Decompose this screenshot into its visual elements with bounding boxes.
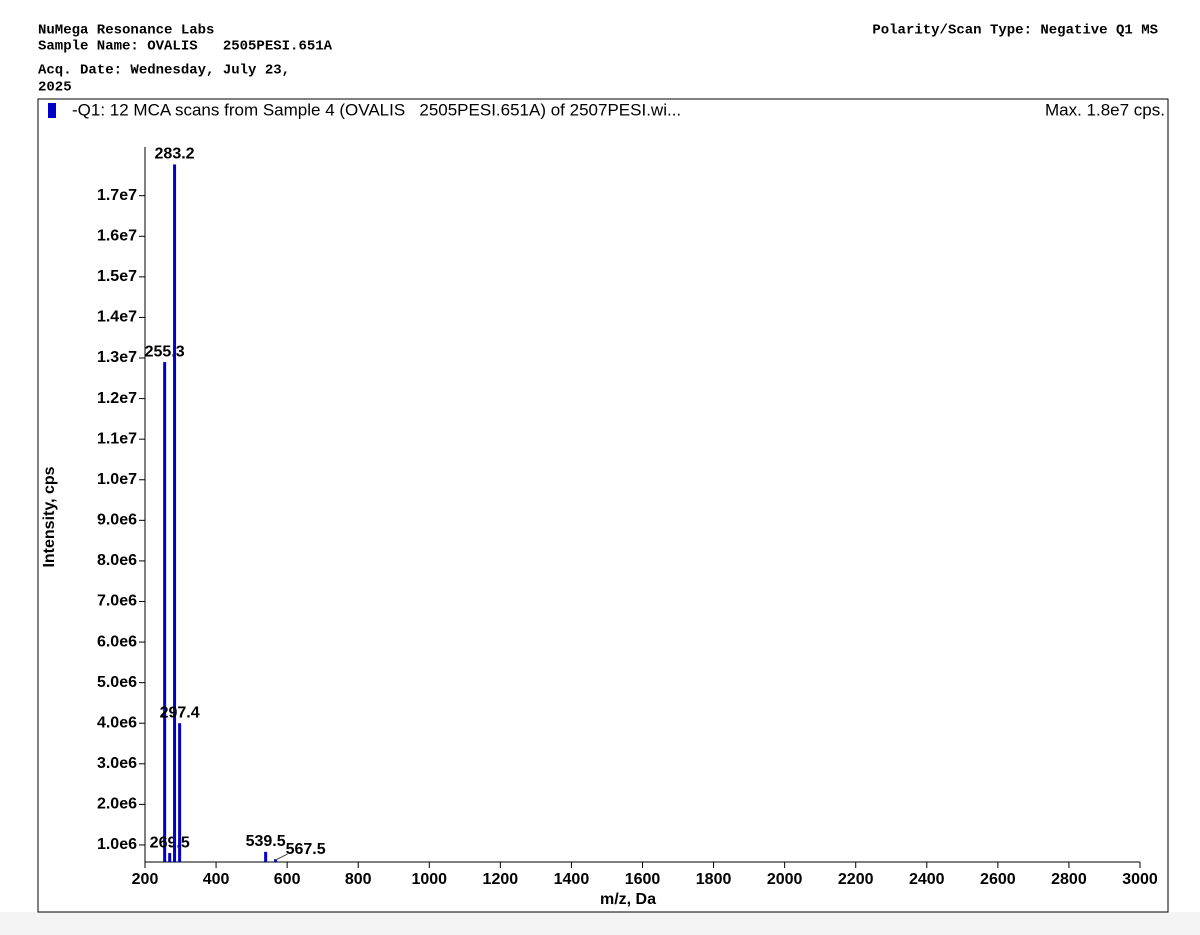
peak bbox=[264, 851, 268, 862]
y-tick-label: 1.0e6 bbox=[97, 836, 137, 853]
y-tick-label: 1.1e7 bbox=[97, 430, 137, 447]
x-tick-label: 800 bbox=[345, 871, 372, 888]
x-tick-label: 600 bbox=[274, 871, 301, 888]
sample-name: Sample Name: OVALIS 2505PESI.651A bbox=[38, 39, 333, 55]
y-tick-label: 5.0e6 bbox=[97, 674, 137, 691]
x-tick-label: 2200 bbox=[838, 871, 874, 888]
legend-swatch bbox=[48, 103, 56, 118]
x-tick-label: 1600 bbox=[625, 871, 661, 888]
y-tick-label: 6.0e6 bbox=[97, 633, 137, 650]
x-tick-label: 1200 bbox=[483, 871, 519, 888]
max-label: Max. 1.8e7 cps. bbox=[1045, 100, 1165, 119]
y-axis-title: Intensity, cps bbox=[41, 466, 58, 567]
x-tick-label: 1800 bbox=[696, 871, 732, 888]
y-tick-label: 1.6e7 bbox=[97, 227, 137, 244]
lab-name: NuMega Resonance Labs bbox=[38, 23, 214, 39]
frame bbox=[37, 98, 1169, 913]
y-tick-label: 2.0e6 bbox=[97, 796, 137, 813]
peak bbox=[274, 859, 278, 862]
x-tick-label: 2600 bbox=[980, 871, 1016, 888]
peak-label: 297.4 bbox=[160, 704, 200, 721]
peak-label: 283.2 bbox=[155, 146, 195, 163]
label-leader bbox=[275, 853, 288, 861]
y-tick-label: 1.0e7 bbox=[97, 471, 137, 488]
acq-date: Acq. Date: Wednesday, July 23, bbox=[38, 63, 290, 79]
peak-label: 269.5 bbox=[150, 834, 190, 851]
acq-year: 2025 bbox=[38, 80, 72, 96]
y-tick-label: 1.3e7 bbox=[97, 349, 137, 366]
x-tick-label: 2800 bbox=[1051, 871, 1087, 888]
y-tick-label: 3.0e6 bbox=[97, 755, 137, 772]
x-tick-label: 1400 bbox=[554, 871, 590, 888]
y-tick-label: 7.0e6 bbox=[97, 593, 137, 610]
peak-label: 255.3 bbox=[145, 343, 185, 360]
x-tick-label: 2000 bbox=[767, 871, 803, 888]
x-tick-label: 200 bbox=[132, 871, 159, 888]
y-tick-label: 8.0e6 bbox=[97, 552, 137, 569]
peak-label: 539.5 bbox=[246, 833, 286, 850]
x-axis-title: m/z, Da bbox=[600, 891, 656, 908]
y-tick-label: 1.4e7 bbox=[97, 309, 137, 326]
y-tick-label: 1.5e7 bbox=[97, 268, 137, 285]
legend-text: -Q1: 12 MCA scans from Sample 4 (OVALIS … bbox=[72, 100, 681, 119]
y-tick-label: 1.7e7 bbox=[97, 187, 137, 204]
peak bbox=[178, 723, 182, 862]
peak-label: 567.5 bbox=[286, 841, 326, 858]
y-tick-label: 4.0e6 bbox=[97, 714, 137, 731]
polarity: Polarity/Scan Type: Negative Q1 MS bbox=[872, 23, 1158, 39]
x-tick-label: 400 bbox=[203, 871, 230, 888]
peak bbox=[163, 362, 167, 862]
peak bbox=[168, 853, 172, 862]
y-tick-label: 9.0e6 bbox=[97, 512, 137, 529]
peak bbox=[173, 164, 177, 863]
x-tick-label: 2400 bbox=[909, 871, 945, 888]
y-tick-label: 1.2e7 bbox=[97, 390, 137, 407]
x-tick-label: 3000 bbox=[1122, 871, 1158, 888]
bottom-strip bbox=[0, 912, 1200, 935]
x-tick-label: 1000 bbox=[411, 871, 447, 888]
